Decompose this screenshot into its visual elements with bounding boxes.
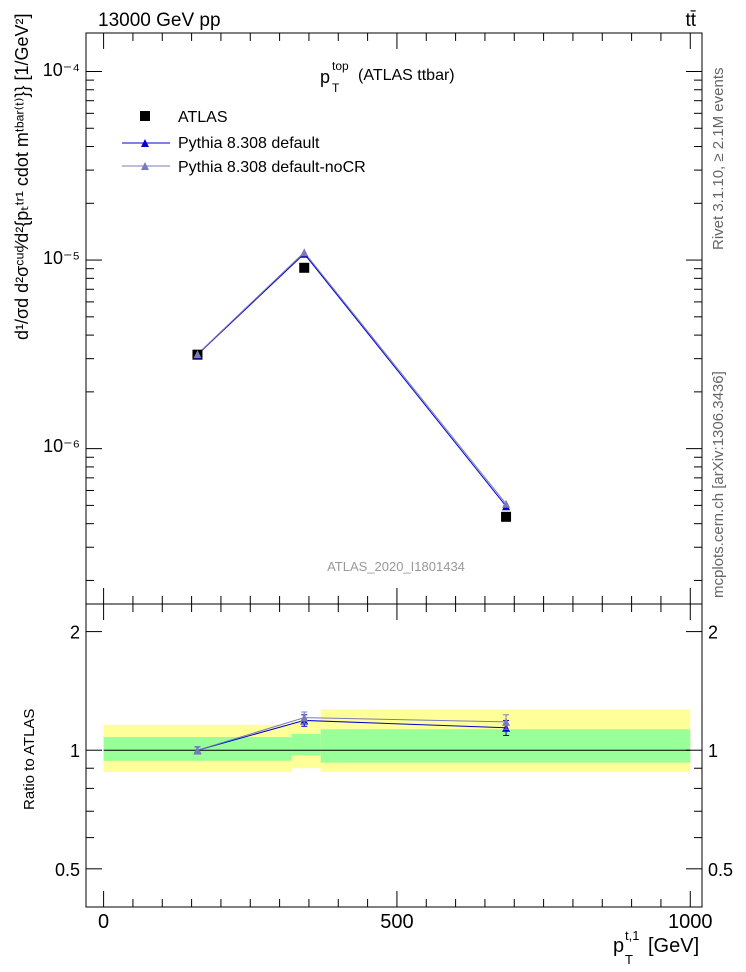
x-tick-label: 500 [380,911,413,933]
title-rest: (ATLAS ttbar) [358,67,455,84]
main-y-axis-label: d¹/σd d²σᶜᵘᵈ⁄d²{pₜᵗʳ¹ cdot mᵗᵇᵃʳ⁽ᵗ⁾}} [1… [12,13,32,340]
y-tick-label-1e-4: 10⁻⁴ [43,60,80,80]
plot-title: p top T (ATLAS ttbar) [320,59,455,95]
x-tick-label: 1000 [668,911,713,933]
legend-label-nocr: Pythia 8.308 default-noCR [178,159,366,176]
ratio-y-tick-label-right: 0.5 [708,860,733,880]
mc-data-point-2 [300,248,309,257]
header-left-label: 13000 GeV pp [98,10,221,31]
legend-label-atlas: ATLAS [178,109,228,126]
ratio-y-tick-label-left: 1 [70,741,80,761]
ratio-uncertainty-bands [103,709,691,773]
x-label-main: p [613,935,624,957]
header-right-label: tt̄ [685,10,696,31]
legend-marker-default [141,139,149,147]
ratio-y-tick-label-left: 0.5 [55,860,80,880]
atlas-data-point [299,262,310,273]
ratio-inner-band-1 [291,733,321,756]
x-axis-label: p t,1 T [GeV] [613,928,699,967]
x-label-unit: [GeV] [648,935,699,957]
legend: ATLAS Pythia 8.308 default Pythia 8.308 … [122,109,366,176]
series-line-1 [197,253,507,507]
y-tick-label-1e-5: 10⁻⁵ [43,248,80,268]
ratio-ticks: 0.5 0.5 1 1 2 2 0 500 1000 [55,604,733,933]
ratio-plot-frame [85,603,703,908]
legend-marker-atlas [140,111,150,121]
x-label-subscript: T [625,952,633,967]
x-tick-label: 0 [98,911,109,933]
atlas-data-point [501,511,512,522]
title-superscript: top [332,59,349,73]
ratio-y-tick-label-left: 2 [70,623,80,643]
ratio-point-1 [193,746,202,755]
x-label-superscript: t,1 [625,928,639,943]
main-series [192,248,512,522]
ratio-series [193,711,511,755]
ratio-point-1 [300,713,309,722]
title-subscript: T [332,81,340,95]
mc-data-point-2 [193,350,202,359]
analysis-id-label: ATLAS_2020_I1801434 [327,559,465,574]
ratio-y-tick-label-right: 2 [708,623,718,643]
ratio-y-axis-label: Ratio to ATLAS [21,709,38,810]
ratio-inner-band-2 [320,729,691,763]
series-line-2 [197,251,507,505]
ratio-y-tick-label-right: 1 [708,741,718,761]
y-tick-label-1e-6: 10⁻⁶ [43,436,80,456]
mc-data-point-2 [502,499,511,508]
legend-marker-nocr [141,162,149,170]
mcplots-label: mcplots.cern.ch [arXiv:1306.3436] [710,371,727,598]
main-y-ticks [86,33,702,604]
rivet-label: Rivet 3.1.10, ≥ 2.1M events [710,68,727,251]
legend-label-default: Pythia 8.308 default [178,135,320,152]
ratio-point-1 [502,717,511,726]
title-main: p [320,67,330,87]
